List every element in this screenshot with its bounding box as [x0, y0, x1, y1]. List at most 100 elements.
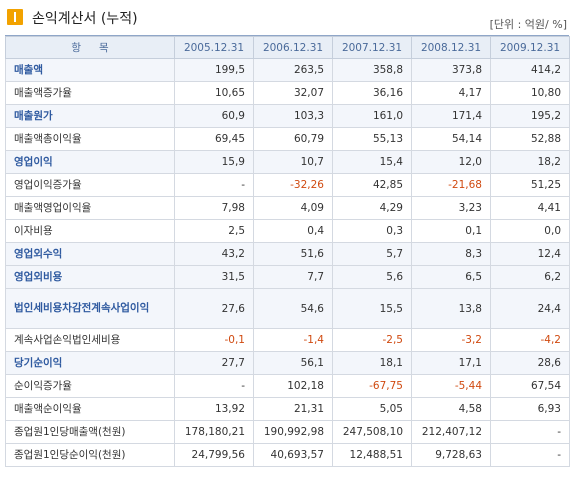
table-row: 매출액증가율 10,65 32,07 36,16 4,17 10,80: [5, 81, 570, 105]
value-cell: -1,4: [253, 328, 333, 352]
unit-label: [단위 : 억원/ %]: [489, 18, 567, 31]
value-cell: 52,88: [490, 127, 570, 151]
value-cell: 10,65: [174, 81, 254, 105]
column-header-year: 2009.12.31: [490, 36, 570, 59]
value-cell: 161,0: [332, 104, 412, 128]
table-row: 매출액순이익율 13,92 21,31 5,05 4,58 6,93: [5, 397, 570, 421]
page-header: 손익계산서 (누적) [단위 : 억원/ %]: [0, 0, 575, 36]
value-cell: 7,7: [253, 265, 333, 289]
table-row: 매출원가 60,9 103,3 161,0 171,4 195,2: [5, 104, 570, 128]
row-label: 법인세비용차감전계속사업이익: [5, 288, 175, 329]
value-cell: 4,58: [411, 397, 491, 421]
row-label: 매출액총이익율: [5, 127, 175, 151]
value-cell: 27,7: [174, 351, 254, 375]
value-cell: -2,5: [332, 328, 412, 352]
value-cell: 190,992,98: [253, 420, 333, 444]
value-cell: 9,728,63: [411, 443, 491, 467]
value-cell: 13,92: [174, 397, 254, 421]
section-marker-icon: [7, 9, 23, 25]
value-cell: 21,31: [253, 397, 333, 421]
table-header-row: 항목 2005.12.31 2006.12.31 2007.12.31 2008…: [5, 36, 570, 59]
value-cell: 42,85: [332, 173, 412, 197]
value-cell: 247,508,10: [332, 420, 412, 444]
value-cell: 373,8: [411, 58, 491, 82]
table-row: 매출액총이익율 69,45 60,79 55,13 54,14 52,88: [5, 127, 570, 151]
value-cell: 13,8: [411, 288, 491, 329]
value-cell: 60,79: [253, 127, 333, 151]
value-cell: 43,2: [174, 242, 254, 266]
value-cell: 5,05: [332, 397, 412, 421]
value-cell: 0,0: [490, 219, 570, 243]
row-label: 종업원1인당매출액(천원): [5, 420, 175, 444]
table-row: 계속사업손익법인세비용 -0,1 -1,4 -2,5 -3,2 -4,2: [5, 328, 570, 352]
row-label: 영업외비용: [5, 265, 175, 289]
value-cell: 0,1: [411, 219, 491, 243]
table-body: 매출액 199,5 263,5 358,8 373,8 414,2 매출액증가율 10,65 3…: [5, 58, 570, 467]
value-cell: 6,93: [490, 397, 570, 421]
value-cell: 54,6: [253, 288, 333, 329]
row-label: 매출원가: [5, 104, 175, 128]
value-cell: -: [174, 173, 254, 197]
table-row: 종업원1인당순이익(천원) 24,799,56 40,693,57 12,488,51…: [5, 443, 570, 467]
value-cell: -4,2: [490, 328, 570, 352]
value-cell: -3,2: [411, 328, 491, 352]
value-cell: 24,799,56: [174, 443, 254, 467]
table-row: 영업외비용 31,5 7,7 5,6 6,5 6,2: [5, 265, 570, 289]
column-header-year: 2008.12.31: [411, 36, 491, 59]
value-cell: 40,693,57: [253, 443, 333, 467]
value-cell: 5,6: [332, 265, 412, 289]
row-label: 매출액: [5, 58, 175, 82]
column-header-year: 2005.12.31: [174, 36, 254, 59]
value-cell: 67,54: [490, 374, 570, 398]
value-cell: 15,9: [174, 150, 254, 174]
value-cell: 28,6: [490, 351, 570, 375]
value-cell: 7,98: [174, 196, 254, 220]
table-row: 당기순이익 27,7 56,1 18,1 17,1 28,6: [5, 351, 570, 375]
value-cell: 32,07: [253, 81, 333, 105]
table-row: 매출액 199,5 263,5 358,8 373,8 414,2: [5, 58, 570, 82]
value-cell: 171,4: [411, 104, 491, 128]
value-cell: 51,25: [490, 173, 570, 197]
value-cell: 6,2: [490, 265, 570, 289]
value-cell: 3,23: [411, 196, 491, 220]
table-row: 순이익증가율 -102,18 -67,75 -5,44 67,54: [5, 374, 570, 398]
row-label: 당기순이익: [5, 351, 175, 375]
value-cell: 15,4: [332, 150, 412, 174]
value-cell: 199,5: [174, 58, 254, 82]
value-cell: 414,2: [490, 58, 570, 82]
value-cell: 17,1: [411, 351, 491, 375]
table-row: 매출액영업이익율 7,98 4,09 4,29 3,23 4,41: [5, 196, 570, 220]
value-cell: -0,1: [174, 328, 254, 352]
value-cell: 18,1: [332, 351, 412, 375]
row-label: 매출액영업이익율: [5, 196, 175, 220]
value-cell: 12,4: [490, 242, 570, 266]
value-cell: 55,13: [332, 127, 412, 151]
table-row: 영업외수익 43,2 51,6 5,7 8,3 12,4: [5, 242, 570, 266]
value-cell: -32,26: [253, 173, 333, 197]
value-cell: 12,0: [411, 150, 491, 174]
value-cell: 51,6: [253, 242, 333, 266]
value-cell: -: [490, 443, 570, 467]
table-row: 이자비용 2,5 0,4 0,3 0,1 0,0: [5, 219, 570, 243]
value-cell: 6,5: [411, 265, 491, 289]
table-row: 영업이익 15,9 10,7 15,4 12,0 18,2: [5, 150, 570, 174]
value-cell: 10,80: [490, 81, 570, 105]
value-cell: 54,14: [411, 127, 491, 151]
value-cell: 5,7: [332, 242, 412, 266]
table-row: 영업이익증가율 - -32,26 42,85 -21,68 51,25: [5, 173, 570, 197]
value-cell: 4,09: [253, 196, 333, 220]
value-cell: 263,5: [253, 58, 333, 82]
row-label: 계속사업손익법인세비용: [5, 328, 175, 352]
value-cell: 8,3: [411, 242, 491, 266]
value-cell: 36,16: [332, 81, 412, 105]
value-cell: 60,9: [174, 104, 254, 128]
row-label: 이자비용: [5, 219, 175, 243]
value-cell: 178,180,21: [174, 420, 254, 444]
row-label: 영업이익증가율: [5, 173, 175, 197]
value-cell: 4,29: [332, 196, 412, 220]
value-cell: -21,68: [411, 173, 491, 197]
value-cell: 212,407,12: [411, 420, 491, 444]
value-cell: 195,2: [490, 104, 570, 128]
income-statement-table: 항목 2005.12.31 2006.12.31 2007.12.31 2008…: [5, 36, 570, 467]
row-label: 영업이익: [5, 150, 175, 174]
